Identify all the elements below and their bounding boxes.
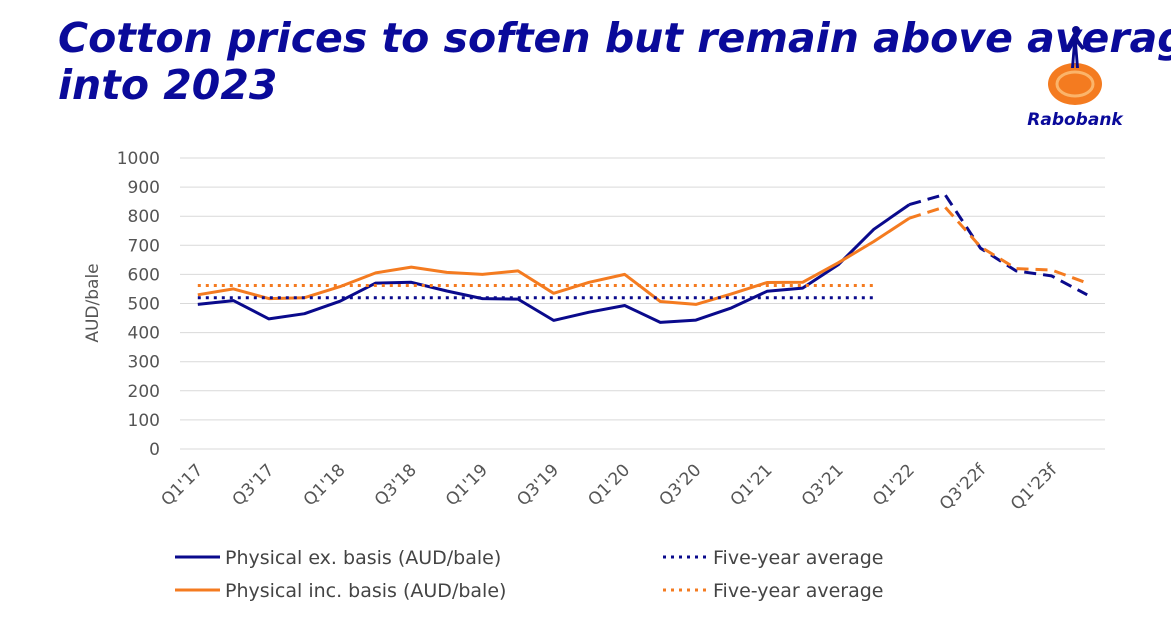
y-tick-label: 800 xyxy=(128,207,160,227)
x-tick-label: Q1'22 xyxy=(869,460,919,510)
forecast-line xyxy=(908,205,1088,285)
y-axis-label: AUD/bale xyxy=(83,263,103,342)
y-tick-label: 0 xyxy=(149,440,160,460)
x-tick-label: Q1'23f xyxy=(1007,460,1062,515)
x-tick-label: Q1'19 xyxy=(442,460,492,510)
y-tick-label: 900 xyxy=(128,178,160,198)
y-tick-label: 1000 xyxy=(117,149,160,169)
x-tick-label: Q3'18 xyxy=(371,460,421,510)
x-tick-label: Q1'21 xyxy=(727,460,777,510)
legend-label: Physical ex. basis (AUD/bale) xyxy=(225,547,501,569)
legend-label: Five-year average xyxy=(713,580,884,602)
x-tick-label: Q1'17 xyxy=(157,460,207,510)
x-tick-label: Q1'18 xyxy=(300,460,350,510)
x-tick-label: Q3'21 xyxy=(798,460,848,510)
chart-title: into 2023 xyxy=(58,61,277,109)
x-tick-label: Q3'22f xyxy=(936,460,991,515)
y-tick-label: 200 xyxy=(128,382,160,402)
logo xyxy=(1048,26,1102,105)
x-tick-label: Q3'20 xyxy=(656,460,706,510)
x-tick-label: Q3'17 xyxy=(229,460,279,510)
legend-label: Five-year average xyxy=(713,547,884,569)
x-tick-label: Q3'19 xyxy=(513,460,563,510)
y-tick-label: 100 xyxy=(128,411,160,431)
y-tick-label: 700 xyxy=(128,236,160,256)
y-tick-label: 400 xyxy=(128,324,160,344)
x-tick-label: Q1'20 xyxy=(584,460,634,510)
y-tick-label: 500 xyxy=(128,295,160,315)
y-tick-label: 300 xyxy=(128,353,160,373)
legend-label: Physical inc. basis (AUD/bale) xyxy=(225,580,506,602)
forecast-line xyxy=(908,192,1088,297)
y-tick-label: 600 xyxy=(128,265,160,285)
brand: Rabobank xyxy=(1027,110,1124,130)
series-line xyxy=(197,216,911,306)
series-line xyxy=(197,203,911,324)
chart-title: Cotton prices to soften but remain above… xyxy=(58,14,1171,62)
